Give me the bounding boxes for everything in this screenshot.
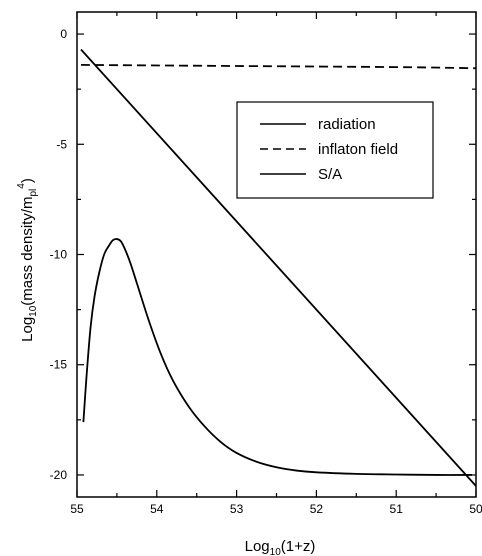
y-tick-label: -20 — [50, 468, 68, 482]
legend: radiation inflaton field S/A — [236, 101, 434, 199]
y-tick-label: -15 — [50, 358, 68, 372]
x-axis-label-sub: 10 — [270, 547, 282, 556]
y-axis-label: Log10(mass density/mpl4) — [16, 178, 39, 342]
x-tick-label: 50 — [469, 502, 482, 516]
y-axis-label-end: ) — [19, 178, 36, 183]
legend-box — [236, 101, 434, 199]
x-tick-label: 55 — [70, 502, 84, 516]
series-line-inflaton-field — [80, 64, 477, 70]
legend-label-radiation: radiation — [318, 116, 376, 133]
series-line-radiation — [80, 48, 477, 487]
y-axis-label-sup: 4 — [16, 183, 27, 189]
y-tick-label: -10 — [50, 248, 68, 262]
y-axis-label-sub: 10 — [28, 305, 39, 317]
x-tick-label: 51 — [390, 502, 404, 516]
y-tick-label: 0 — [60, 27, 67, 41]
series-line-s-a — [82, 238, 473, 476]
y-axis-label-base: Log — [19, 317, 36, 342]
x-tick-label: 52 — [310, 502, 324, 516]
ticks-layer: 55 54 53 52 51 50 0 -5 -10 -15 -20 — [50, 12, 482, 516]
x-tick-label: 54 — [150, 502, 164, 516]
x-tick-label: 53 — [230, 502, 244, 516]
x-axis-label: Log10(1+z) — [245, 538, 316, 556]
y-tick-label: -5 — [56, 137, 67, 151]
plot-frame — [76, 11, 477, 498]
x-axis-label-base: Log — [245, 538, 270, 555]
legend-label-sa: S/A — [318, 166, 342, 183]
legend-label-inflaton-field: inflaton field — [318, 141, 398, 158]
x-axis-label-rest: (1+z) — [281, 538, 316, 555]
series-layer — [80, 48, 477, 487]
y-axis-label-sub2: pl — [28, 189, 39, 197]
y-axis-label-mid: (mass density/m — [19, 197, 36, 306]
